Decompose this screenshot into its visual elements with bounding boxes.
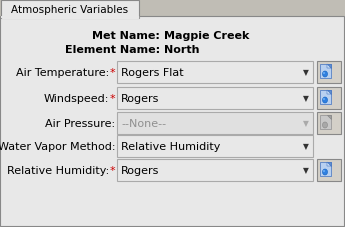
Text: *: *	[109, 68, 115, 78]
Text: Air Temperature:: Air Temperature:	[16, 68, 109, 78]
Polygon shape	[327, 91, 331, 95]
Bar	[320, 91, 331, 105]
Bar	[317, 88, 341, 109]
Text: Rogers: Rogers	[121, 165, 159, 175]
Text: Element Name:: Element Name:	[65, 45, 160, 55]
Ellipse shape	[323, 170, 325, 172]
Bar	[320, 65, 331, 79]
Bar	[320, 116, 331, 129]
Text: Windspeed:: Windspeed:	[43, 94, 109, 104]
Text: Rogers: Rogers	[121, 94, 159, 104]
Text: Rogers Flat: Rogers Flat	[121, 68, 184, 78]
Bar	[117, 113, 313, 134]
Text: Relative Humidity:: Relative Humidity:	[7, 165, 109, 175]
Polygon shape	[327, 162, 331, 166]
Polygon shape	[327, 162, 331, 166]
Ellipse shape	[323, 99, 325, 101]
Polygon shape	[327, 65, 331, 69]
Text: ▼: ▼	[303, 94, 309, 103]
Bar	[317, 159, 341, 181]
Text: ▼: ▼	[303, 142, 309, 151]
Ellipse shape	[323, 72, 327, 78]
Text: Air Pressure:: Air Pressure:	[45, 118, 115, 128]
Text: ▼: ▼	[303, 119, 309, 128]
Bar	[117, 159, 313, 181]
Bar	[2, 17, 138, 19]
Bar	[317, 113, 341, 134]
Ellipse shape	[323, 98, 327, 104]
Text: Atmospheric Variables: Atmospheric Variables	[11, 5, 129, 15]
Bar	[117, 62, 313, 84]
Bar	[0, 0, 345, 18]
Ellipse shape	[323, 169, 327, 175]
Text: *: *	[109, 94, 115, 104]
Text: Water Vapor Method:: Water Vapor Method:	[0, 141, 115, 151]
Text: Magpie Creek: Magpie Creek	[164, 31, 249, 41]
Text: ▼: ▼	[303, 68, 309, 77]
Ellipse shape	[323, 73, 325, 75]
Bar	[117, 135, 313, 157]
Text: North: North	[164, 45, 199, 55]
Text: Met Name:: Met Name:	[92, 31, 160, 41]
Text: ▼: ▼	[303, 166, 309, 175]
Polygon shape	[327, 91, 331, 95]
Text: Relative Humidity: Relative Humidity	[121, 141, 220, 151]
Bar	[317, 62, 341, 84]
Bar	[1, 17, 139, 19]
Text: *: *	[109, 165, 115, 175]
Bar	[320, 162, 331, 176]
Bar	[1, 1, 139, 19]
Text: --None--: --None--	[121, 118, 166, 128]
Ellipse shape	[323, 122, 327, 128]
Bar	[117, 88, 313, 109]
Polygon shape	[327, 65, 331, 69]
Polygon shape	[327, 116, 331, 119]
